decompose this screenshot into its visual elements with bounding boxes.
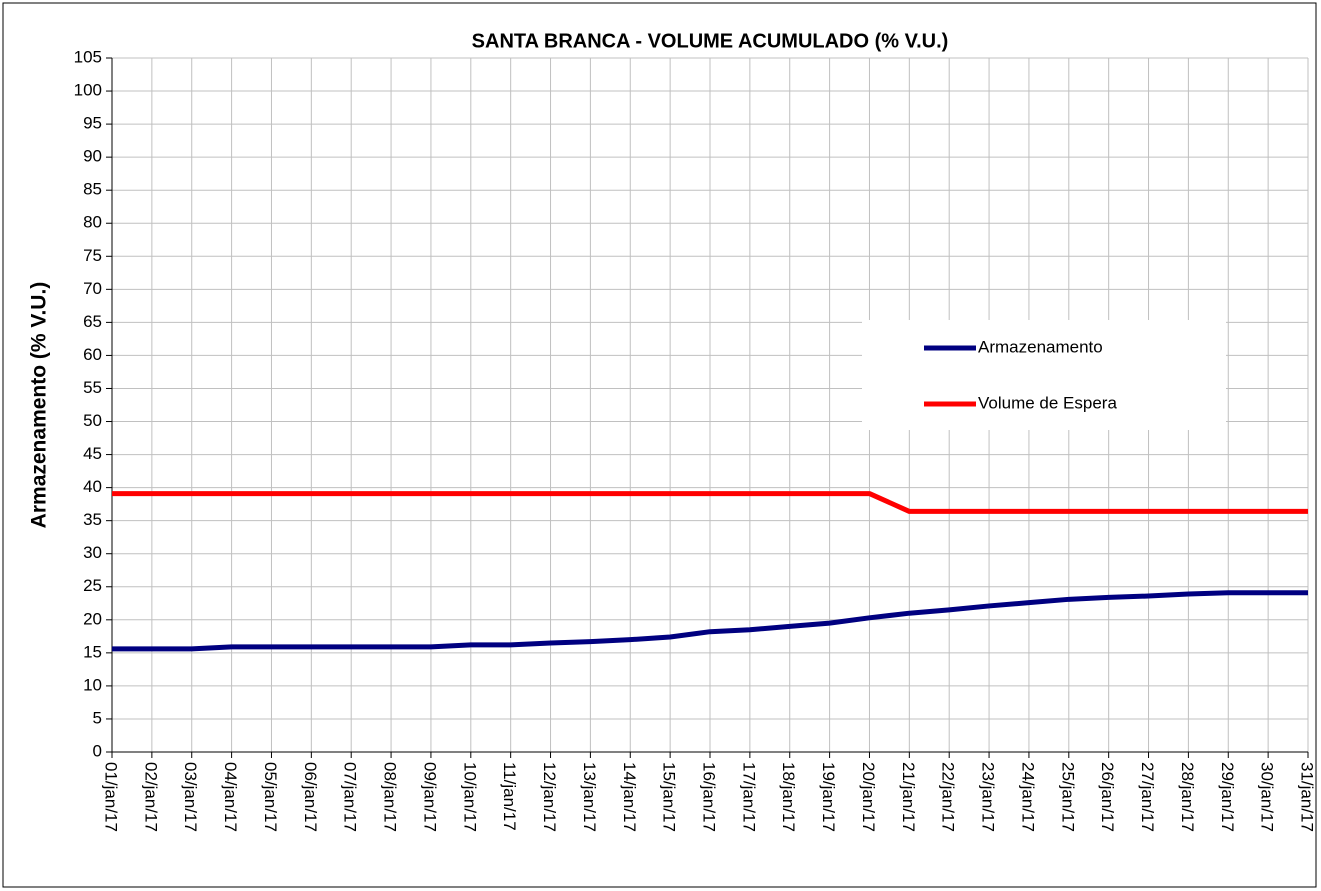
x-tick-label: 30/jan/17 xyxy=(1258,762,1277,832)
legend-label: Armazenamento xyxy=(978,337,1103,356)
x-tick-label: 11/jan/17 xyxy=(500,762,519,831)
x-tick-label: 07/jan/17 xyxy=(341,762,360,832)
x-tick-label: 23/jan/17 xyxy=(979,762,998,832)
x-tick-label: 18/jan/17 xyxy=(779,762,798,832)
x-tick-label: 28/jan/17 xyxy=(1178,762,1197,832)
x-tick-label: 15/jan/17 xyxy=(660,762,679,832)
x-tick-label: 02/jan/17 xyxy=(141,762,160,832)
x-tick-label: 29/jan/17 xyxy=(1218,762,1237,832)
x-tick-label: 19/jan/17 xyxy=(819,762,838,832)
y-tick-label: 10 xyxy=(83,675,102,694)
x-tick-label: 26/jan/17 xyxy=(1098,762,1117,832)
y-tick-label: 65 xyxy=(83,312,102,331)
x-tick-label: 10/jan/17 xyxy=(460,762,479,832)
y-tick-label: 20 xyxy=(83,609,102,628)
x-tick-label: 08/jan/17 xyxy=(381,762,400,832)
y-tick-label: 15 xyxy=(83,642,102,661)
x-tick-label: 03/jan/17 xyxy=(181,762,200,832)
y-tick-label: 100 xyxy=(74,81,102,100)
x-tick-label: 12/jan/17 xyxy=(540,762,559,832)
y-tick-label: 55 xyxy=(83,378,102,397)
y-tick-label: 40 xyxy=(83,477,102,496)
y-tick-label: 75 xyxy=(83,246,102,265)
x-tick-label: 09/jan/17 xyxy=(420,762,439,832)
x-tick-label: 22/jan/17 xyxy=(939,762,958,832)
x-tick-label: 25/jan/17 xyxy=(1058,762,1077,832)
y-tick-label: 90 xyxy=(83,147,102,166)
y-tick-label: 5 xyxy=(93,708,102,727)
y-tick-label: 95 xyxy=(83,114,102,133)
y-tick-label: 60 xyxy=(83,345,102,364)
x-tick-label: 05/jan/17 xyxy=(261,762,280,832)
x-tick-label: 14/jan/17 xyxy=(620,762,639,832)
y-tick-label: 85 xyxy=(83,180,102,199)
y-tick-label: 70 xyxy=(83,279,102,298)
x-tick-label: 06/jan/17 xyxy=(301,762,320,832)
x-tick-label: 13/jan/17 xyxy=(580,762,599,832)
x-tick-label: 24/jan/17 xyxy=(1018,762,1037,832)
x-tick-label: 17/jan/17 xyxy=(739,762,758,832)
x-tick-label: 01/jan/17 xyxy=(102,762,121,832)
legend xyxy=(862,320,1226,430)
chart-title: SANTA BRANCA - VOLUME ACUMULADO (% V.U.) xyxy=(472,30,949,52)
y-axis-title: Armazenamento (% V.U.) xyxy=(28,282,51,529)
y-tick-label: 80 xyxy=(83,213,102,232)
x-tick-label: 27/jan/17 xyxy=(1138,762,1157,832)
y-tick-label: 30 xyxy=(83,543,102,562)
y-tick-label: 35 xyxy=(83,510,102,529)
y-tick-label: 105 xyxy=(74,47,102,66)
y-tick-label: 0 xyxy=(93,741,102,760)
y-tick-label: 50 xyxy=(83,411,102,430)
x-tick-label: 21/jan/17 xyxy=(899,762,918,832)
legend-label: Volume de Espera xyxy=(978,393,1117,412)
x-tick-label: 31/jan/17 xyxy=(1298,762,1317,832)
x-tick-label: 04/jan/17 xyxy=(221,762,240,832)
y-tick-label: 25 xyxy=(83,576,102,595)
series-line xyxy=(112,491,1308,514)
y-tick-label: 45 xyxy=(83,444,102,463)
x-tick-label: 16/jan/17 xyxy=(700,762,719,832)
series-line xyxy=(112,590,1308,652)
x-tick-label: 20/jan/17 xyxy=(859,762,878,832)
